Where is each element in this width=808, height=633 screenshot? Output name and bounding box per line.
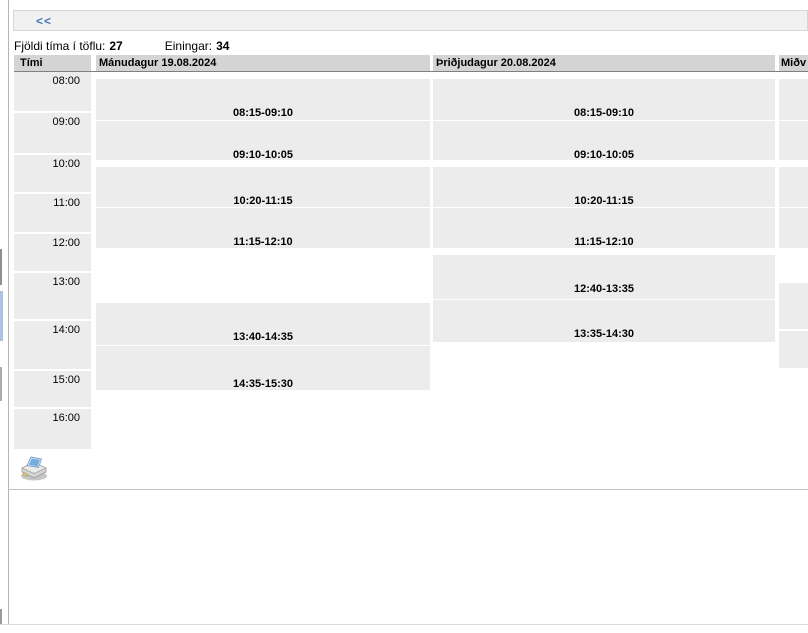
lesson-time: 11:15-12:10 <box>233 236 293 248</box>
lesson-cell: 11:15-12:10 DANS2FJ05(4) SGS 211 <box>433 208 775 248</box>
time-label: 09:00 <box>14 113 91 153</box>
lesson-cell: 09:10-10:05 STÆR2AR05(2) KSS 312 <box>96 121 430 160</box>
lesson-cell-clipped <box>779 79 808 120</box>
lesson-time: 09:10-10:05 <box>233 149 293 160</box>
units-label: Einingar: <box>164 39 213 53</box>
time-label: 16:00 <box>14 409 91 449</box>
toolbar: << <box>13 10 808 31</box>
panel-border <box>8 0 9 624</box>
lesson-cell-clipped <box>779 121 808 160</box>
lesson-cell: 08:15-09:10 STÆR2AR05(2) KSS 312 <box>96 79 430 120</box>
lesson-time: 08:15-09:10 <box>233 107 293 119</box>
column-header-tuesday: Þriðjudagur 20.08.2024 <box>433 55 775 71</box>
lesson-cell: 10:20-11:15 ÍSLE2OS05(7) KSG 209 <box>96 167 430 207</box>
lesson-cell: 13:40-14:35 FÉLA1SA05(7) BV, TDT 201 <box>96 303 430 345</box>
lesson-cell: 11:15-12:10 ÍSLE2OS05(7) KSG 209 <box>96 208 430 248</box>
lesson-time: 14:35-15:30 <box>233 378 293 390</box>
lesson-cell-clipped <box>779 208 808 248</box>
lesson-time: 13:40-14:35 <box>233 331 293 343</box>
time-label: 13:00 <box>14 273 91 319</box>
lesson-cell-clipped <box>779 331 808 368</box>
lesson-cell: 09:10-10:05 ÍÞRÓ1ÞH03(5) GRB LS2 <box>433 121 775 160</box>
window-edge-artifact <box>0 609 2 625</box>
lesson-cell: 13:35-14:30 ENSK2HB05(3) SMV 315 <box>433 300 775 342</box>
printer-icon <box>21 456 47 481</box>
lesson-time: 09:10-10:05 <box>574 149 634 160</box>
collapse-link[interactable]: << <box>36 13 53 28</box>
hours-count-value: 27 <box>109 39 123 53</box>
lesson-cell-clipped <box>779 283 808 329</box>
lesson-cell: 08:15-09:10 ÍÞRÓ1ÞH03(5) GRB Iða 1 <box>433 79 775 120</box>
window-edge-artifact <box>0 249 2 285</box>
window-edge-artifact <box>0 367 2 401</box>
lesson-time: 13:35-14:30 <box>574 328 634 340</box>
lesson-time: 10:20-11:15 <box>233 195 293 207</box>
hours-count-label: Fjöldi tíma í töflu: <box>14 39 106 53</box>
panel-border <box>8 489 808 490</box>
print-button[interactable] <box>18 453 50 482</box>
summary-bar: Fjöldi tíma í töflu: 27 Einingar: 34 <box>14 38 229 54</box>
lesson-time: 12:40-13:35 <box>574 283 634 295</box>
column-header-monday: Mánudagur 19.08.2024 <box>96 55 430 71</box>
page-title-clipped: Stundatafla haustannar <box>104 0 257 3</box>
lesson-cell: 14:35-15:30 FÉLA1SA05(7) BV, TDT 201 <box>96 346 430 390</box>
header-underline <box>14 71 808 72</box>
window-edge-artifact <box>0 291 3 341</box>
time-label: 15:00 <box>14 371 91 407</box>
lesson-time: 10:20-11:15 <box>574 195 634 207</box>
column-header-wednesday-clipped: Miðv <box>779 55 808 71</box>
time-label: 11:00 <box>14 194 91 232</box>
lesson-time: 11:15-12:10 <box>574 236 634 248</box>
units-value: 34 <box>216 39 230 53</box>
time-label: 08:00 <box>14 72 91 111</box>
lesson-time: 08:15-09:10 <box>574 107 634 119</box>
time-label: 12:00 <box>14 234 91 271</box>
time-label: 10:00 <box>14 155 91 192</box>
lesson-cell: 10:20-11:15 DANS2FJ05(4) SGS 211 <box>433 167 775 207</box>
lesson-cell: 12:40-13:35 ENSK2HB05(3) SMV 315 <box>433 255 775 299</box>
outer-divider <box>0 624 808 625</box>
column-header-time: Tími <box>14 55 91 71</box>
time-label: 14:00 <box>14 321 91 369</box>
lesson-cell-clipped <box>779 167 808 207</box>
